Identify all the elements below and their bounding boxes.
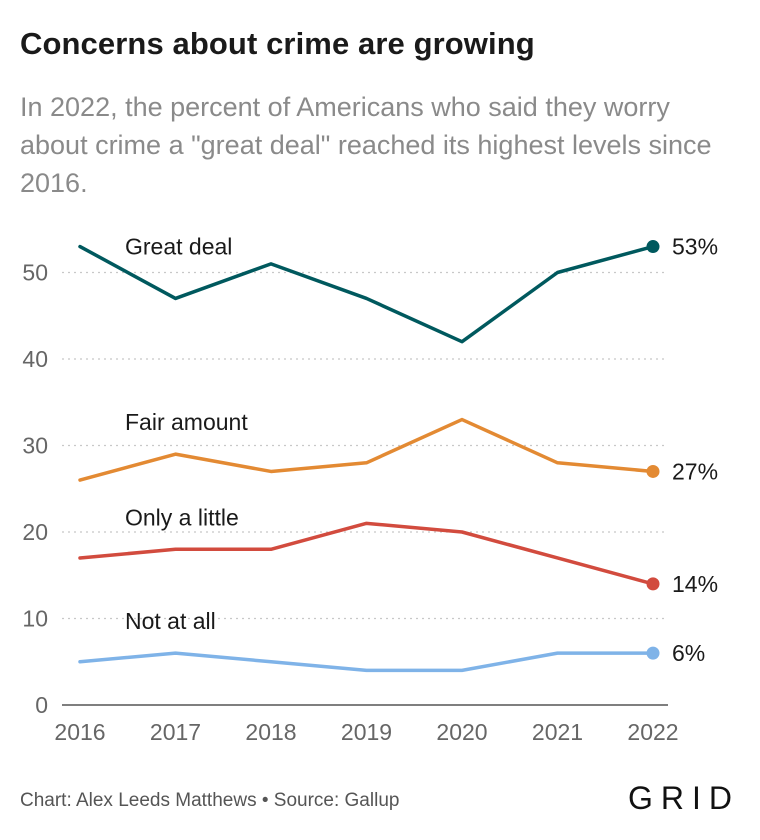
series-end-point [646, 240, 660, 254]
series-end-label: 53% [672, 234, 718, 260]
chart-subtitle: In 2022, the percent of Americans who sa… [20, 92, 712, 198]
y-tick-label: 40 [22, 346, 48, 372]
series-end-label: 14% [672, 571, 718, 597]
x-tick-label: 2018 [245, 719, 296, 745]
y-tick-label: 20 [22, 519, 48, 545]
series-great-deal: 53% Great deal [78, 234, 718, 344]
y-tick-label: 30 [22, 433, 48, 459]
series-group: 53% Great deal 27% Fair amount 14% Only a lit… [78, 234, 718, 673]
x-tick-label: 2021 [532, 719, 583, 745]
series-end-point [646, 577, 660, 591]
series-name-label: Fair amount [125, 409, 248, 435]
series-line [78, 651, 655, 673]
series-name-label: Great deal [125, 234, 232, 260]
series-only-a-little: 14% Only a little [78, 504, 718, 597]
series-end-point [646, 464, 660, 478]
x-tick-label: 2020 [436, 719, 487, 745]
chart-title: Concerns about crime are growing [20, 26, 535, 61]
x-tick-label: 2019 [341, 719, 392, 745]
y-tick-label: 0 [35, 692, 48, 718]
series-end-label: 27% [672, 458, 718, 484]
series-line [78, 244, 655, 344]
series-end-point [646, 646, 660, 660]
series-name-label: Not at all [125, 608, 216, 634]
x-tick-label: 2022 [627, 719, 678, 745]
series-name-label: Only a little [125, 504, 239, 530]
series-line [78, 521, 655, 586]
x-tick-label: 2016 [54, 719, 105, 745]
x-tick-label: 2017 [150, 719, 201, 745]
series-end-label: 6% [672, 640, 705, 666]
y-tick-label: 10 [22, 606, 48, 632]
series-not-at-all: 6% Not at all [78, 608, 705, 673]
series-fair-amount: 27% Fair amount [78, 409, 718, 484]
grid-lines [62, 271, 668, 706]
grid-logo: GRID [628, 780, 740, 816]
y-tick-label: 50 [22, 260, 48, 286]
chart-credit: Chart: Alex Leeds Matthews • Source: Gal… [20, 790, 400, 811]
series-line [78, 417, 655, 482]
axis-labels: 0 10 20 30 40 50 2016 2017 2018 2019 2020 2021 2022 [22, 260, 678, 746]
